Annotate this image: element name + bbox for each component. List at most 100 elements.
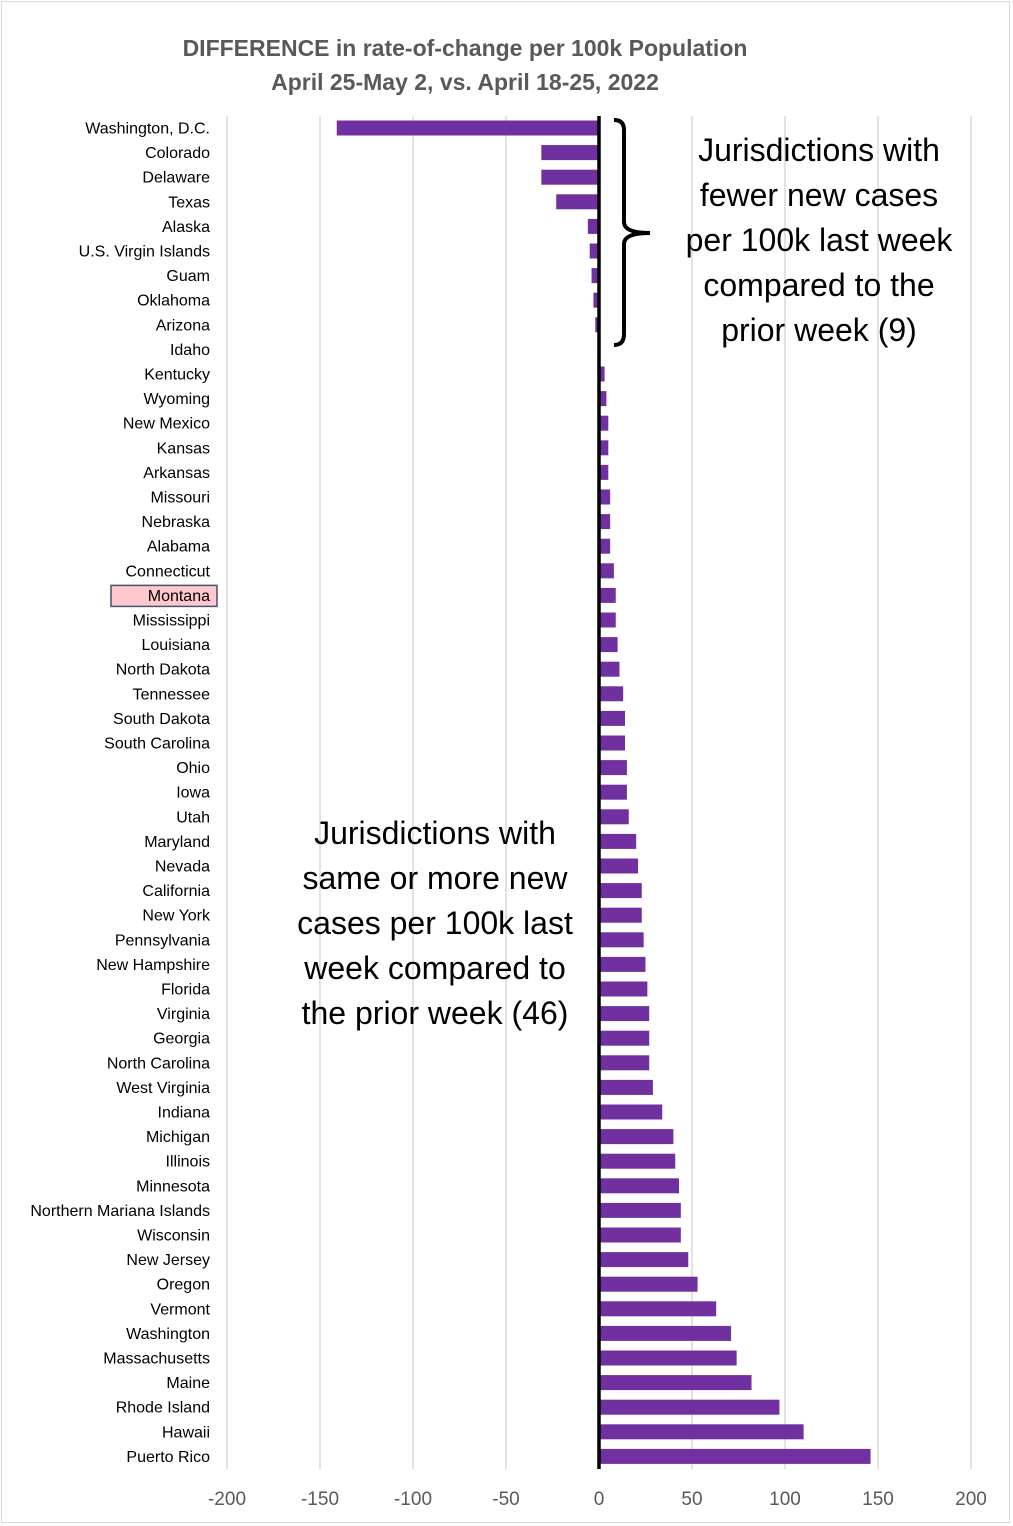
category-label: New Jersey: [126, 1252, 210, 1269]
bar: [599, 514, 611, 530]
category-label: Utah: [176, 809, 210, 826]
bar: [589, 243, 599, 259]
bar: [556, 194, 599, 210]
bar: [595, 317, 599, 333]
bar: [599, 784, 627, 800]
category-label: Alaska: [162, 219, 210, 236]
bar: [599, 538, 611, 554]
bar: [599, 1104, 663, 1120]
category-label: Washington, D.C.: [85, 121, 210, 138]
category-label: South Dakota: [113, 711, 210, 728]
bar: [599, 1325, 732, 1341]
category-label: Arizona: [156, 317, 210, 334]
category-label: Florida: [161, 982, 210, 999]
category-label: Minnesota: [136, 1178, 210, 1195]
category-label: Arkansas: [143, 465, 210, 482]
category-label: Hawaii: [162, 1424, 210, 1441]
annotation-line: same or more new: [303, 860, 569, 896]
bar: [599, 833, 637, 849]
bar: [599, 686, 624, 702]
bar: [599, 1006, 650, 1022]
category-label: Louisiana: [142, 637, 211, 654]
category-label: Oklahoma: [137, 293, 210, 310]
category-label: Idaho: [170, 342, 210, 359]
category-label: Kentucky: [144, 367, 210, 384]
category-label: Rhode Island: [116, 1400, 210, 1417]
bar: [599, 1129, 674, 1145]
annotation-line: compared to the: [703, 267, 934, 303]
bar: [599, 1079, 653, 1095]
category-label: South Carolina: [104, 736, 210, 753]
category-label: Ohio: [176, 760, 210, 777]
annotation-line: Jurisdictions with: [698, 132, 940, 168]
bar: [599, 710, 626, 726]
x-tick-label: -150: [301, 1489, 339, 1510]
bar: [599, 1030, 650, 1046]
bar: [599, 1252, 689, 1268]
x-tick-label: 100: [769, 1489, 801, 1510]
bar: [599, 981, 648, 997]
bar: [599, 858, 639, 874]
bar: [599, 1153, 676, 1169]
category-labels: Washington, D.C. Colorado Delaware Texas Ala…: [30, 121, 218, 1466]
bar: [599, 956, 646, 972]
annotation-more-cases: Jurisdictions with same or more new cases …: [297, 815, 573, 1031]
category-label: Wisconsin: [137, 1228, 210, 1245]
category-label: New York: [142, 908, 211, 925]
category-label: California: [142, 883, 210, 900]
category-label: Maryland: [144, 834, 210, 851]
category-label: Iowa: [176, 785, 210, 802]
category-label: Vermont: [150, 1301, 210, 1318]
bar: [599, 1227, 681, 1243]
bar: [599, 391, 607, 407]
category-label: Mississippi: [133, 613, 210, 630]
bar: [593, 292, 599, 308]
x-tick-label: -50: [492, 1489, 519, 1510]
bar: [599, 661, 620, 677]
x-tick-label: 150: [862, 1489, 894, 1510]
bar: [591, 268, 599, 284]
bar: [599, 735, 626, 751]
bar: [599, 809, 629, 825]
brace-icon: [613, 118, 651, 347]
category-label: Puerto Rico: [126, 1449, 210, 1466]
annotation-line: the prior week (46): [302, 995, 569, 1031]
bar: [599, 1202, 681, 1218]
category-label: Wyoming: [143, 391, 210, 408]
x-tick-label: 0: [594, 1489, 605, 1510]
bar: [599, 1276, 698, 1292]
bar: [336, 120, 599, 136]
category-label: Georgia: [153, 1031, 210, 1048]
annotation-line: prior week (9): [721, 312, 917, 348]
category-label: North Dakota: [116, 662, 210, 679]
category-label: Kansas: [157, 440, 210, 457]
bar: [599, 1350, 737, 1366]
bar: [587, 218, 599, 234]
bar: [599, 587, 616, 603]
category-label: Pennsylvania: [115, 932, 210, 949]
category-label: Missouri: [150, 490, 210, 507]
bar: [599, 1424, 804, 1440]
category-label: Montana: [148, 588, 210, 605]
category-label: Alabama: [147, 539, 210, 556]
category-label: Maine: [166, 1375, 210, 1392]
category-label: Michigan: [146, 1129, 210, 1146]
category-label: Colorado: [145, 145, 210, 162]
category-label: New Mexico: [123, 416, 210, 433]
category-label: Indiana: [158, 1105, 211, 1122]
x-axis-tick-labels: -200 -150 -100 -50 0 50 100 150 200: [208, 1489, 987, 1510]
chart-subtitle: April 25-May 2, vs. April 18-25, 2022: [271, 69, 659, 95]
bar: [541, 169, 599, 185]
category-label: Nebraska: [142, 514, 211, 531]
bar: [599, 1399, 780, 1415]
bar: [599, 563, 614, 579]
bar: [541, 145, 599, 161]
bar: [599, 612, 616, 628]
bar: [599, 1448, 871, 1464]
category-label: Illinois: [166, 1154, 210, 1171]
x-tick-label: 50: [681, 1489, 702, 1510]
bars: [336, 120, 871, 1464]
category-label: Texas: [168, 194, 210, 211]
category-label: New Hampshire: [96, 957, 210, 974]
